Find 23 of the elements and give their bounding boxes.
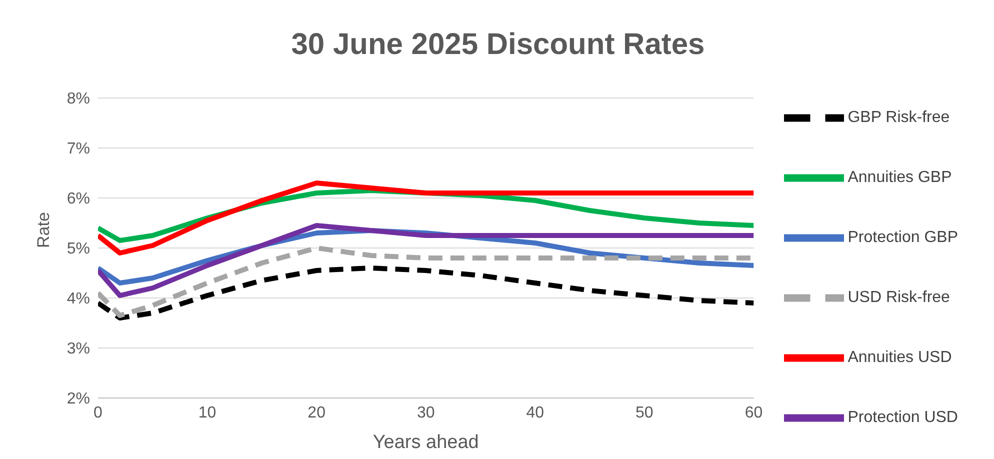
chart-title: 30 June 2025 Discount Rates [290, 27, 706, 63]
legend-label: USD Risk-free [848, 289, 950, 306]
y-tick-label: 7% [66, 140, 90, 158]
legend-label: Annuities USD [848, 349, 952, 366]
x-axis-title: Years ahead [372, 432, 479, 453]
x-tick-label: 0 [94, 404, 103, 422]
y-tick-label: 6% [66, 190, 90, 208]
y-tick-label: 2% [66, 390, 90, 408]
x-tick-label: 50 [636, 404, 654, 422]
x-tick-label: 60 [744, 404, 763, 422]
y-tick-label: 5% [66, 240, 90, 258]
legend-label: Protection GBP [848, 229, 958, 246]
legend-label: GBP Risk-free [848, 109, 950, 126]
y-tick-label: 3% [66, 340, 90, 358]
x-tick-label: 40 [526, 404, 544, 422]
y-tick-label: 8% [66, 90, 90, 108]
x-tick-label: 20 [308, 404, 326, 422]
y-axis-title: Rate [34, 212, 54, 248]
legend-label: Annuities GBP [848, 169, 952, 186]
legend-label: Protection USD [848, 409, 958, 426]
x-tick-label: 30 [416, 404, 435, 422]
y-tick-label: 4% [66, 290, 90, 308]
x-tick-label: 10 [198, 404, 216, 422]
